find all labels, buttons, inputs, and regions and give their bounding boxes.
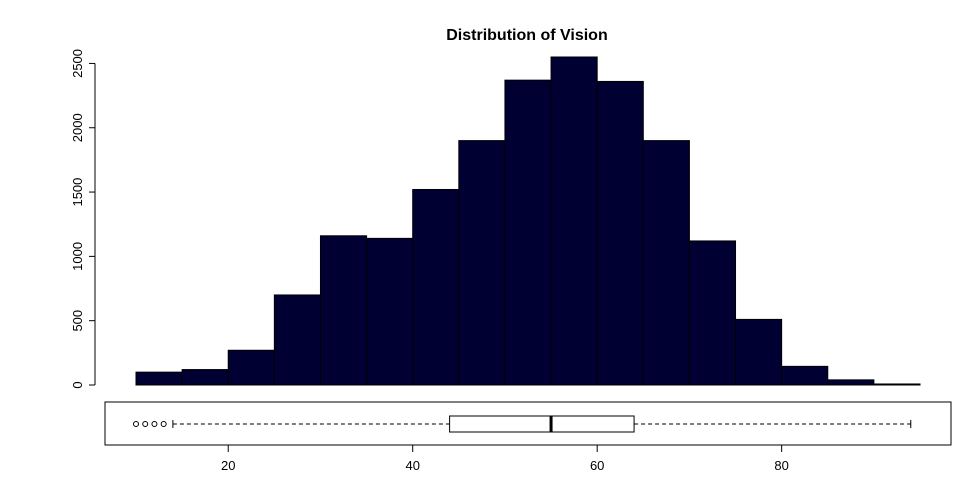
histogram-bar bbox=[781, 365, 829, 386]
boxplot-box bbox=[449, 415, 635, 433]
histogram-bar bbox=[642, 140, 690, 386]
histogram-bar bbox=[412, 188, 460, 386]
histogram-bar bbox=[135, 371, 183, 386]
histogram-bar bbox=[735, 318, 783, 386]
y-tick-label: 2500 bbox=[70, 49, 85, 78]
histogram-bar bbox=[550, 56, 598, 386]
histogram-bar bbox=[504, 79, 552, 386]
y-tick-label: 500 bbox=[70, 310, 85, 332]
chart-title: Distribution of Vision bbox=[446, 27, 607, 44]
y-tick-label: 1500 bbox=[70, 178, 85, 207]
boxplot-outlier bbox=[151, 421, 158, 427]
boxplot-outlier bbox=[133, 421, 139, 427]
boxplot-outlier bbox=[160, 421, 167, 427]
x-tick-label: 40 bbox=[405, 458, 419, 473]
histogram-bar bbox=[181, 369, 229, 386]
x-tick-label: 80 bbox=[774, 458, 788, 473]
x-tick-label: 60 bbox=[590, 458, 604, 473]
histogram-bar bbox=[688, 240, 737, 386]
y-tick-label: 2000 bbox=[70, 113, 85, 142]
histogram-bar bbox=[227, 349, 275, 386]
y-axis: 0 500 1000 1500 2000 2500 bbox=[70, 49, 96, 389]
boxplot bbox=[133, 415, 912, 433]
histogram-bar bbox=[827, 379, 875, 386]
x-axis: 20 40 60 80 bbox=[221, 444, 789, 473]
y-tick-label: 1000 bbox=[70, 242, 85, 271]
histogram-bar bbox=[458, 140, 506, 386]
x-tick-label: 20 bbox=[221, 458, 235, 473]
y-tick-label: 0 bbox=[70, 381, 85, 388]
histogram-bar bbox=[319, 235, 368, 386]
histogram-bar bbox=[366, 237, 414, 386]
histogram-bars bbox=[135, 56, 921, 386]
histogram-bar bbox=[873, 383, 921, 386]
histogram-bar bbox=[273, 294, 321, 386]
histogram-bar bbox=[596, 80, 644, 386]
boxplot-outlier bbox=[142, 421, 149, 427]
